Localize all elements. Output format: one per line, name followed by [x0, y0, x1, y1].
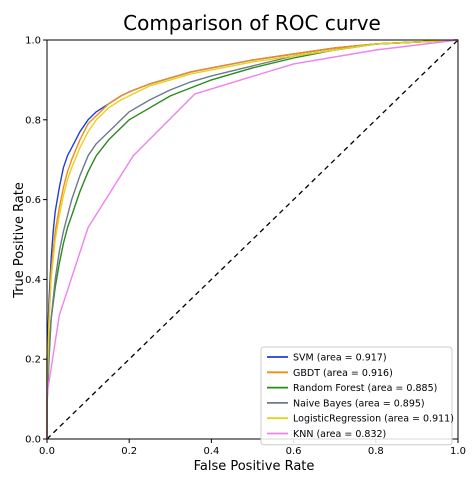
legend-entry-4: LogisticRegression (area = 0.911) [293, 414, 454, 425]
legend-entry-3: Naive Bayes (area = 0.895) [293, 398, 425, 409]
diagonal-reference-line [46, 39, 459, 440]
x-tick-label: 0.8 [368, 446, 384, 457]
x-tick-label: 0.6 [286, 446, 302, 457]
series-line-5 [46, 39, 459, 439]
chart-title: Comparison of ROC curve [123, 11, 381, 35]
series-line-1 [46, 39, 459, 439]
y-tick-label: 0.6 [25, 195, 41, 206]
legend-entry-2: Random Forest (area = 0.885) [293, 383, 437, 394]
legend-entry-0: SVM (area = 0.917) [293, 353, 387, 364]
y-tick-label: 0.0 [25, 435, 41, 446]
y-axis-label: True Positive Rate [12, 182, 27, 299]
plot-area [46, 39, 459, 440]
y-tick-label: 0.4 [25, 275, 41, 286]
series-line-2 [46, 39, 459, 439]
legend-entry-1: GBDT (area = 0.916) [293, 368, 393, 379]
y-tick-label: 0.8 [25, 115, 41, 126]
legend: SVM (area = 0.917) GBDT (area = 0.916) Ran… [260, 346, 454, 446]
legend-box [260, 346, 453, 446]
x-tick-label: 1.0 [450, 446, 466, 457]
series-line-4 [46, 39, 459, 439]
y-tick-label: 0.2 [25, 355, 41, 366]
y-tick-label: 1.0 [25, 36, 41, 47]
legend-entry-5: KNN (area = 0.832) [293, 429, 386, 440]
x-tick-label: 0.0 [39, 446, 55, 457]
x-tick-label: 0.4 [203, 446, 219, 457]
plot-frame [46, 39, 459, 440]
x-axis-label: False Positive Rate [194, 459, 315, 474]
x-tick-label: 0.2 [121, 446, 137, 457]
